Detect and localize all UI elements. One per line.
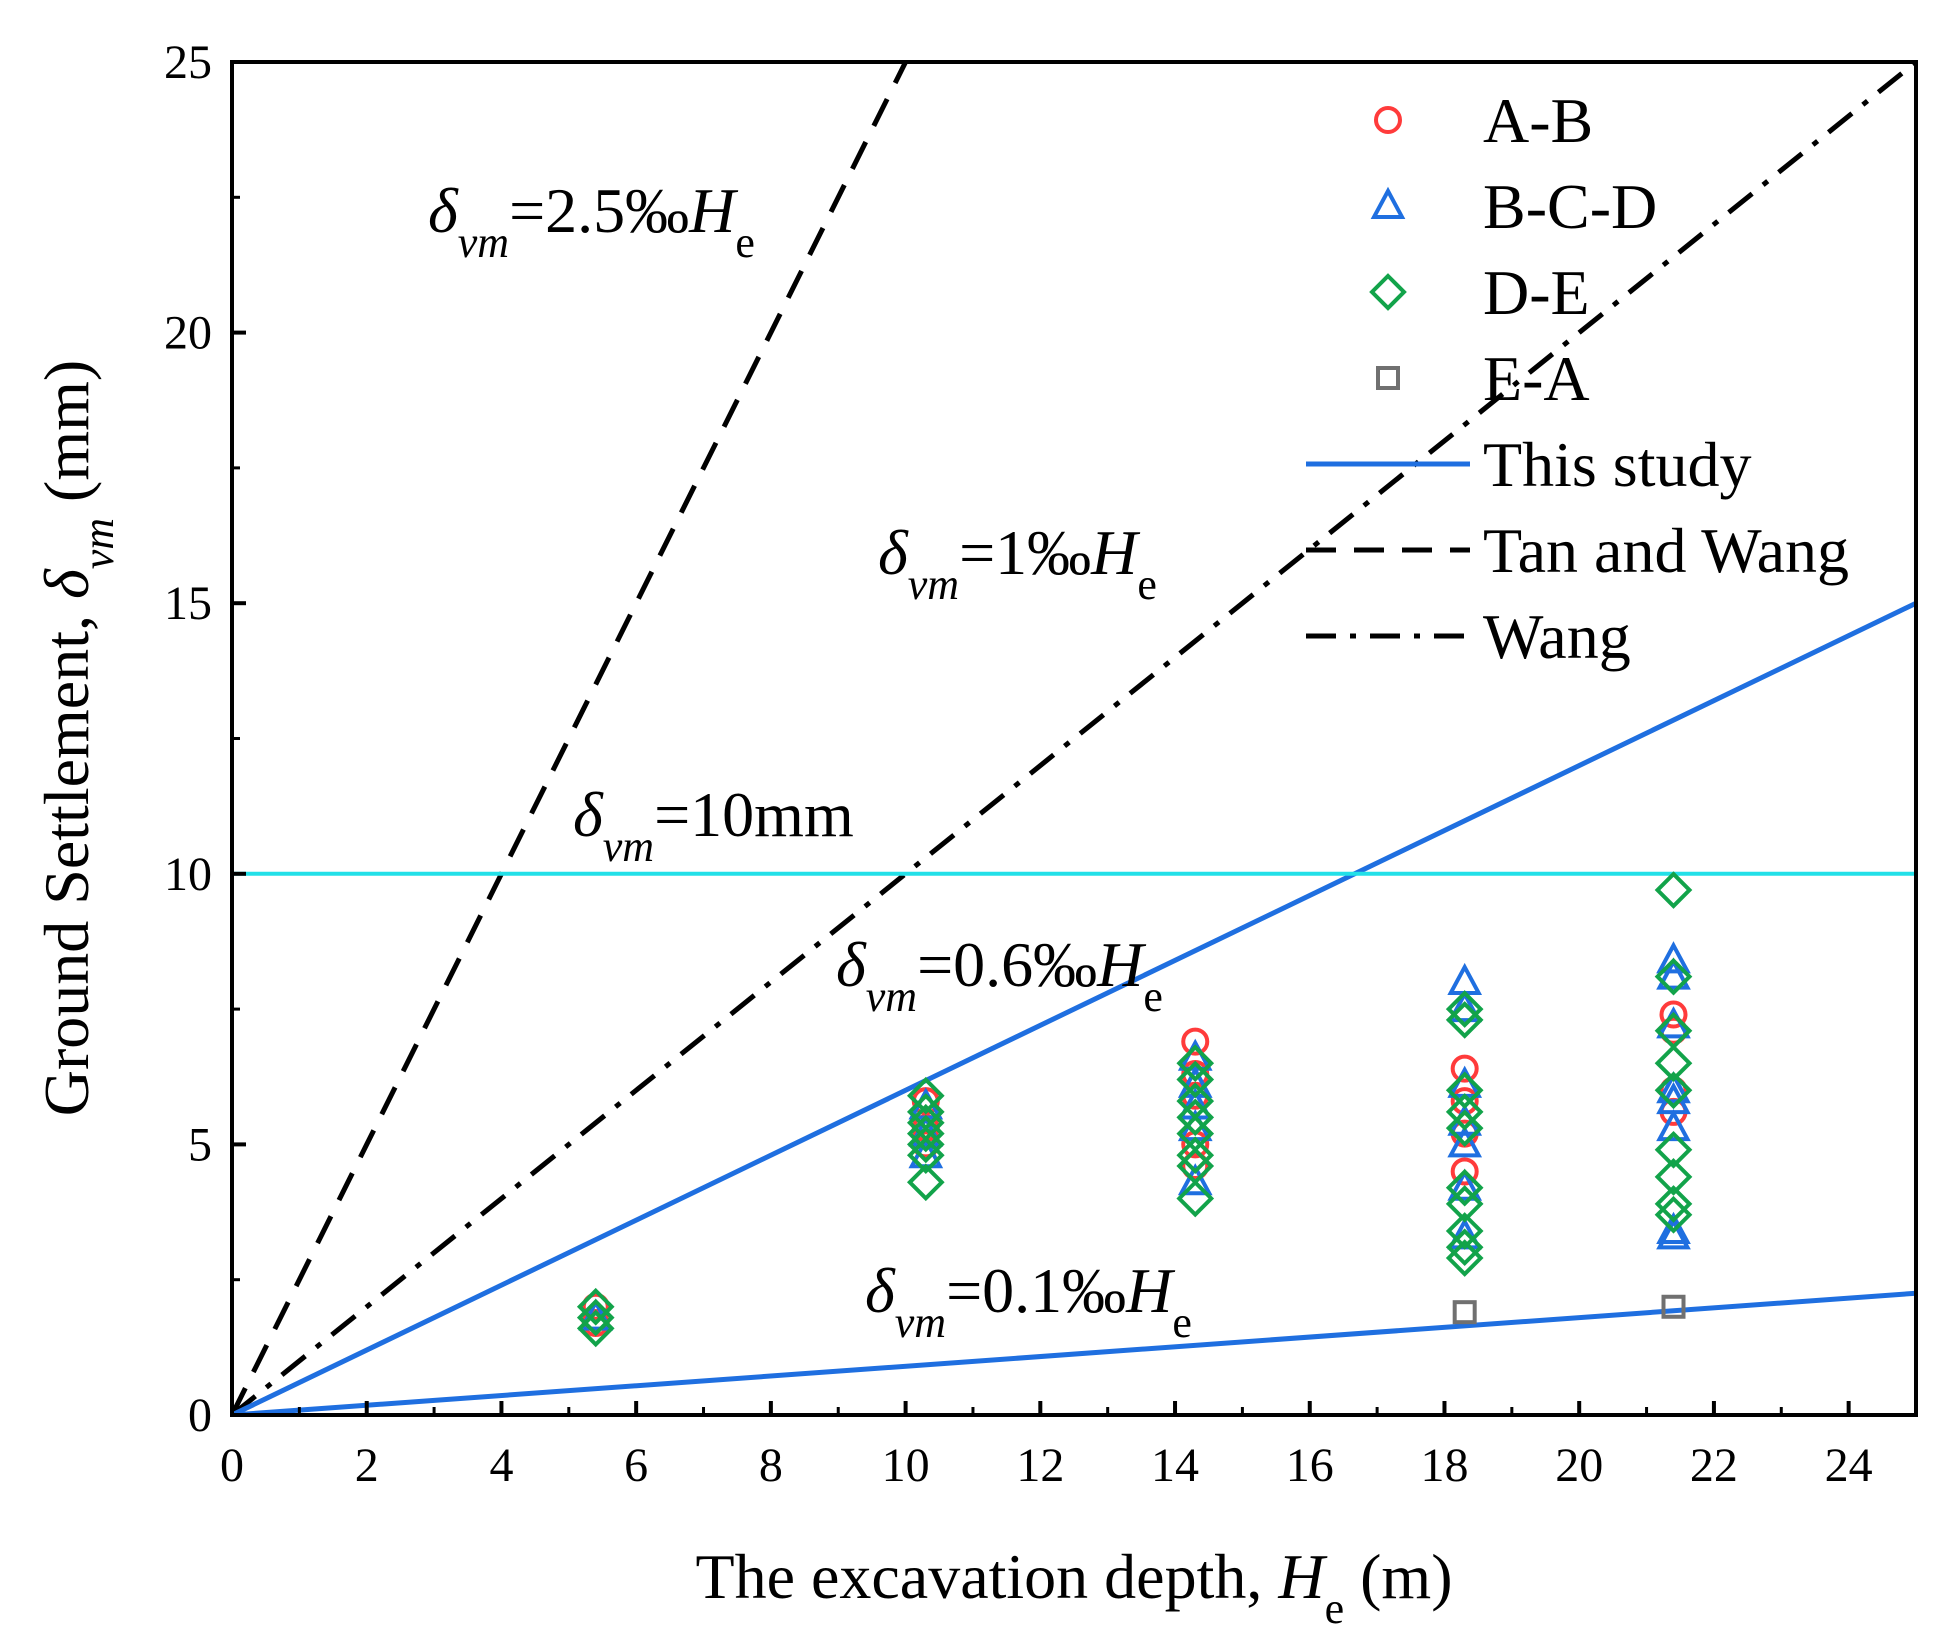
point-A-B-14 bbox=[1659, 1000, 1688, 1029]
point-D-E-9 bbox=[906, 1163, 945, 1202]
x-axis: 0 2 4 6 8 10 12 14 16 18 20 22 24 bbox=[220, 1401, 1873, 1492]
x-tick-label-8: 8 bbox=[759, 1439, 783, 1492]
y-tick-label-25: 25 bbox=[164, 36, 212, 89]
legend-marker-ea bbox=[1376, 366, 1400, 390]
legend-marker-bcd bbox=[1370, 186, 1406, 219]
point-D-E-2 bbox=[576, 1309, 615, 1348]
point-D-E-3 bbox=[906, 1076, 945, 1115]
point-B-C-D-10 bbox=[1447, 989, 1483, 1023]
annotation-10mm: δvm=10mm bbox=[573, 779, 854, 871]
y-tick-label-5: 5 bbox=[188, 1118, 212, 1171]
point-A-B-10 bbox=[1450, 1054, 1479, 1083]
point-B-C-D-14 bbox=[1447, 1168, 1483, 1201]
line-annotations: δvm=2.5‰He δvm=1‰He δvm=10mm δvm=0.6‰He … bbox=[428, 175, 1192, 1347]
legend-label-ea: E-A bbox=[1483, 343, 1590, 414]
point-D-E-24 bbox=[1445, 1185, 1484, 1223]
line-2-5-He bbox=[232, 62, 909, 1415]
point-D-E-32 bbox=[1654, 1071, 1693, 1110]
legend-label-ab: A-B bbox=[1483, 85, 1593, 156]
point-B-C-D-13 bbox=[1447, 1125, 1483, 1158]
line-0-09-He bbox=[232, 1290, 1916, 1415]
point-D-E-1 bbox=[576, 1298, 615, 1337]
x-tick-label-14: 14 bbox=[1151, 1439, 1199, 1492]
point-A-B-5 bbox=[1181, 1027, 1210, 1056]
y-tick-label-0: 0 bbox=[188, 1389, 212, 1442]
annotation-1-permille: δvm=1‰He bbox=[878, 517, 1157, 609]
point-D-E-19 bbox=[1445, 1001, 1484, 1039]
point-D-E-8 bbox=[906, 1136, 945, 1175]
y-tick-label-20: 20 bbox=[164, 307, 212, 360]
y-axis-title: Ground Settlement, δvm (mm) bbox=[31, 360, 123, 1117]
point-B-C-D-16 bbox=[1656, 941, 1691, 974]
annotation-0-6-permille: δvm=0.6‰He bbox=[836, 929, 1163, 1021]
point-D-E-36 bbox=[1654, 1195, 1693, 1234]
point-A-B-13 bbox=[1450, 1157, 1479, 1186]
legend-label-tan: Tan and Wang bbox=[1483, 515, 1849, 586]
x-tick-label-2: 2 bbox=[355, 1439, 379, 1492]
point-B-C-D-21 bbox=[1656, 1108, 1691, 1142]
line-1-He bbox=[232, 62, 1916, 1415]
x-tick-label-4: 4 bbox=[489, 1439, 513, 1492]
annotation-2-5-permille: δvm=2.5‰He bbox=[428, 175, 755, 267]
point-D-E-0 bbox=[576, 1287, 615, 1326]
point-D-E-26 bbox=[1445, 1228, 1484, 1267]
point-B-C-D-23 bbox=[1656, 1217, 1691, 1250]
x-tick-label-12: 12 bbox=[1016, 1439, 1064, 1492]
point-A-B-9 bbox=[1181, 1152, 1210, 1181]
x-tick-label-10: 10 bbox=[882, 1439, 930, 1492]
point-D-E-35 bbox=[1654, 1185, 1693, 1223]
legend-label-de: D-E bbox=[1483, 257, 1590, 328]
point-D-E-13 bbox=[1176, 1098, 1215, 1137]
point-D-E-25 bbox=[1445, 1212, 1484, 1250]
legend-label-bcd: B-C-D bbox=[1483, 171, 1657, 242]
point-D-E-27 bbox=[1445, 1239, 1484, 1277]
point-D-E-10 bbox=[1176, 1044, 1215, 1083]
point-B-C-D-8 bbox=[1177, 1163, 1213, 1196]
x-tick-label-18: 18 bbox=[1420, 1439, 1468, 1492]
legend-marker-ab bbox=[1374, 106, 1402, 134]
point-D-E-28 bbox=[1654, 871, 1693, 909]
point-D-E-23 bbox=[1445, 1168, 1484, 1207]
y-tick-label-10: 10 bbox=[164, 848, 212, 901]
point-B-C-D-19 bbox=[1656, 1071, 1691, 1104]
point-B-C-D-22 bbox=[1656, 1211, 1691, 1244]
point-D-E-20 bbox=[1445, 1071, 1484, 1110]
point-D-E-33 bbox=[1654, 1130, 1693, 1169]
y-axis: 0 5 10 15 20 25 bbox=[164, 36, 246, 1442]
point-A-B-0 bbox=[581, 1292, 610, 1321]
point-E-A-0 bbox=[1452, 1300, 1477, 1325]
point-E-A-1 bbox=[1661, 1294, 1686, 1319]
x-axis-title: The excavation depth, He (m) bbox=[695, 1541, 1452, 1633]
x-tick-label-16: 16 bbox=[1286, 1439, 1334, 1492]
point-D-E-6 bbox=[906, 1114, 945, 1153]
point-D-E-29 bbox=[1654, 957, 1693, 996]
x-tick-label-20: 20 bbox=[1555, 1439, 1603, 1492]
point-D-E-31 bbox=[1654, 1044, 1693, 1083]
point-D-E-17 bbox=[1176, 1179, 1215, 1218]
point-D-E-11 bbox=[1176, 1060, 1215, 1099]
point-D-E-18 bbox=[1445, 990, 1484, 1028]
annotation-0-1-permille: δvm=0.1‰He bbox=[865, 1255, 1192, 1347]
legend-marker-de bbox=[1369, 273, 1407, 311]
x-tick-label-0: 0 bbox=[220, 1439, 244, 1492]
x-tick-label-6: 6 bbox=[624, 1439, 648, 1492]
data-points bbox=[576, 871, 1693, 1348]
point-B-C-D-17 bbox=[1656, 957, 1691, 990]
y-tick-label-15: 15 bbox=[164, 577, 212, 630]
point-D-E-15 bbox=[1176, 1136, 1215, 1175]
x-tick-label-22: 22 bbox=[1690, 1439, 1738, 1492]
line-0-6-He bbox=[232, 600, 1916, 1415]
legend-label-wang: Wang bbox=[1483, 601, 1631, 672]
point-D-E-21 bbox=[1445, 1093, 1484, 1131]
legend-label-this: This study bbox=[1483, 429, 1751, 500]
x-tick-label-24: 24 bbox=[1825, 1439, 1873, 1492]
point-D-E-7 bbox=[906, 1125, 945, 1164]
reference-lines bbox=[232, 62, 1916, 1415]
point-D-E-22 bbox=[1445, 1109, 1484, 1147]
point-D-E-34 bbox=[1654, 1158, 1693, 1196]
legend: A-B B-C-D D-E E-A This study Tan and Wang Wang bbox=[1306, 85, 1849, 672]
